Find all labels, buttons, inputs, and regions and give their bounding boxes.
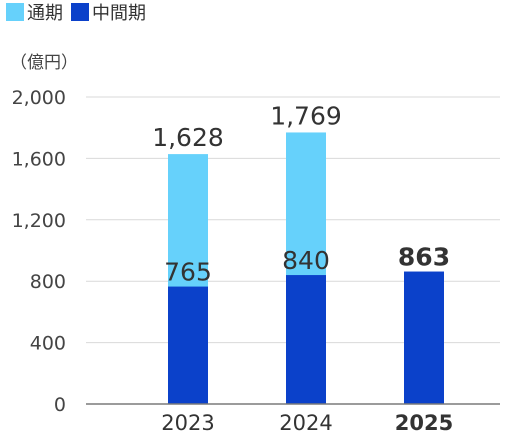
legend-item-full-year: 通期: [6, 0, 63, 25]
data-label-interim: 765: [164, 258, 212, 287]
bar-interim: [404, 271, 444, 404]
data-label-full-year: 1,769: [270, 101, 342, 130]
legend: 通期 中間期: [6, 0, 154, 24]
y-tick-label: 1,200: [12, 210, 66, 232]
y-tick-label: 800: [30, 271, 66, 293]
x-tick-label: 2023: [161, 411, 214, 435]
y-axis-unit-label: （億円）: [10, 53, 78, 73]
bar-interim: [286, 275, 326, 404]
y-tick-label: 1,600: [12, 148, 66, 170]
x-tick-label: 2025: [395, 411, 453, 435]
legend-swatch-interim: [71, 3, 89, 21]
data-label-full-year: 1,628: [152, 123, 224, 152]
legend-item-interim: 中間期: [71, 0, 146, 25]
bar-interim: [168, 286, 208, 404]
data-label-interim: 863: [398, 243, 450, 272]
y-tick-label: 400: [30, 333, 66, 355]
y-tick-label: 0: [54, 394, 66, 416]
legend-label-full-year: 通期: [27, 3, 63, 24]
legend-swatch-full-year: [6, 3, 24, 21]
data-label-interim: 840: [282, 246, 330, 275]
y-tick-label: 2,000: [12, 87, 66, 109]
x-tick-label: 2024: [279, 411, 332, 435]
legend-label-interim: 中間期: [92, 3, 146, 24]
